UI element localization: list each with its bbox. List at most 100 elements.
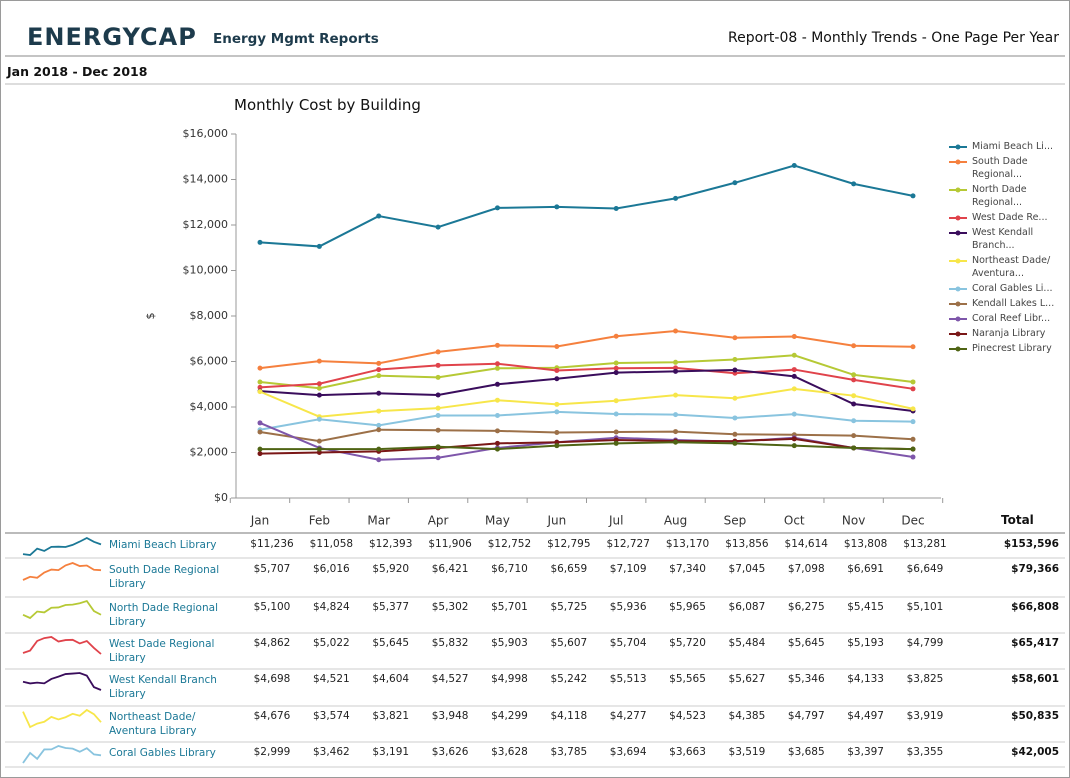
row-value: $6,421: [431, 563, 469, 575]
row-value: $6,649: [906, 563, 944, 575]
data-point: [494, 205, 500, 211]
row-value: $3,626: [431, 746, 469, 758]
series-line: [259, 330, 914, 370]
legend-label: Naranja Library: [972, 328, 1046, 339]
total-header: Total: [1001, 513, 1034, 527]
row-value: $11,906: [428, 538, 472, 550]
data-point: [851, 418, 857, 424]
row-value: $13,281: [903, 538, 947, 550]
data-point: [554, 401, 560, 407]
row-value: $3,519: [728, 746, 766, 758]
legend-swatch-dot: [955, 144, 961, 150]
data-point: [376, 360, 382, 366]
data-point: [613, 360, 619, 366]
row-value: $5,720: [669, 637, 706, 649]
x-tick-label: Jun: [546, 514, 566, 528]
data-point: [376, 373, 382, 379]
row-value: $6,087: [728, 601, 766, 613]
row-value: $5,965: [669, 601, 706, 613]
data-point: [316, 416, 322, 422]
data-point: [673, 429, 679, 435]
x-tick-label: Feb: [309, 514, 330, 528]
x-tick-label: Sep: [724, 514, 747, 528]
data-point: [257, 451, 263, 457]
row-value: $3,825: [906, 673, 944, 685]
row-value: $4,799: [906, 637, 944, 649]
data-point: [494, 397, 500, 403]
sparkline: [22, 536, 102, 556]
data-point: [673, 412, 679, 418]
legend-label: Coral Reef Libr...: [972, 313, 1051, 324]
data-point: [732, 440, 738, 446]
series-line: [259, 428, 914, 443]
row-value: $7,098: [787, 563, 825, 575]
data-point: [910, 193, 916, 199]
data-point: [435, 349, 441, 355]
y-axis-label: $: [144, 313, 157, 320]
data-point: [316, 358, 322, 364]
data-point: [732, 357, 738, 363]
row-value: $5,242: [550, 673, 588, 685]
row-value: $5,513: [609, 673, 647, 685]
row-value: $11,058: [309, 538, 354, 550]
data-point: [851, 433, 857, 439]
row-name: West Dade Regional Library: [109, 638, 215, 664]
data-point: [851, 377, 857, 383]
y-tick-label: $4,000: [190, 400, 229, 413]
legend-label: Kendall Lakes L...: [972, 298, 1055, 309]
legend-label: Miami Beach Li...: [972, 141, 1054, 152]
data-point: [494, 446, 500, 452]
y-tick-label: $14,000: [183, 173, 229, 186]
data-point: [910, 344, 916, 350]
data-point: [791, 367, 797, 373]
data-point: [257, 379, 263, 385]
data-point: [732, 367, 738, 373]
data-point: [257, 384, 263, 390]
y-tick-label: $0: [214, 491, 228, 504]
data-point: [732, 335, 738, 341]
data-point: [554, 376, 560, 382]
row-name: North Dade Regional Library: [109, 602, 218, 628]
data-point: [673, 365, 679, 371]
legend-label: South Dade Regional...: [972, 156, 1028, 180]
data-point: [257, 429, 263, 435]
y-tick-label: $16,000: [183, 127, 229, 140]
sparkline: [22, 745, 102, 764]
row-value: $4,277: [609, 710, 647, 722]
row-value: $3,919: [906, 710, 944, 722]
series-line: [259, 164, 914, 248]
row-value: $6,275: [787, 601, 825, 613]
row-value: $5,607: [550, 637, 588, 649]
data-point: [435, 455, 441, 461]
data-point: [732, 431, 738, 437]
row-total: $66,808: [1011, 601, 1059, 613]
row-value: $12,795: [547, 538, 591, 550]
data-point: [613, 411, 619, 417]
row-value: $3,574: [312, 710, 350, 722]
data-point: [554, 409, 560, 415]
row-value: $4,385: [728, 710, 766, 722]
data-point: [851, 343, 857, 349]
series-line: [259, 437, 914, 455]
row-total: $58,601: [1011, 673, 1059, 685]
data-point: [257, 239, 263, 245]
series-line: [260, 441, 914, 451]
row-value: $5,920: [372, 563, 410, 575]
row-value: $4,299: [491, 710, 528, 722]
x-tick-label: Aug: [664, 514, 687, 528]
x-tick-label: Nov: [842, 514, 865, 528]
data-point: [554, 367, 560, 373]
x-tick-label: May: [485, 514, 510, 528]
row-value: $5,193: [847, 637, 884, 649]
row-value: $6,710: [491, 563, 528, 575]
data-point: [791, 386, 797, 392]
x-tick-label: Apr: [428, 514, 449, 528]
row-value: $5,645: [372, 637, 410, 649]
x-tick-label: Oct: [784, 514, 805, 528]
legend-swatch-dot: [955, 258, 961, 264]
y-tick-label: $2,000: [190, 446, 229, 459]
row-value: $4,676: [253, 710, 291, 722]
data-point: [613, 398, 619, 404]
row-value: $3,785: [550, 746, 588, 758]
